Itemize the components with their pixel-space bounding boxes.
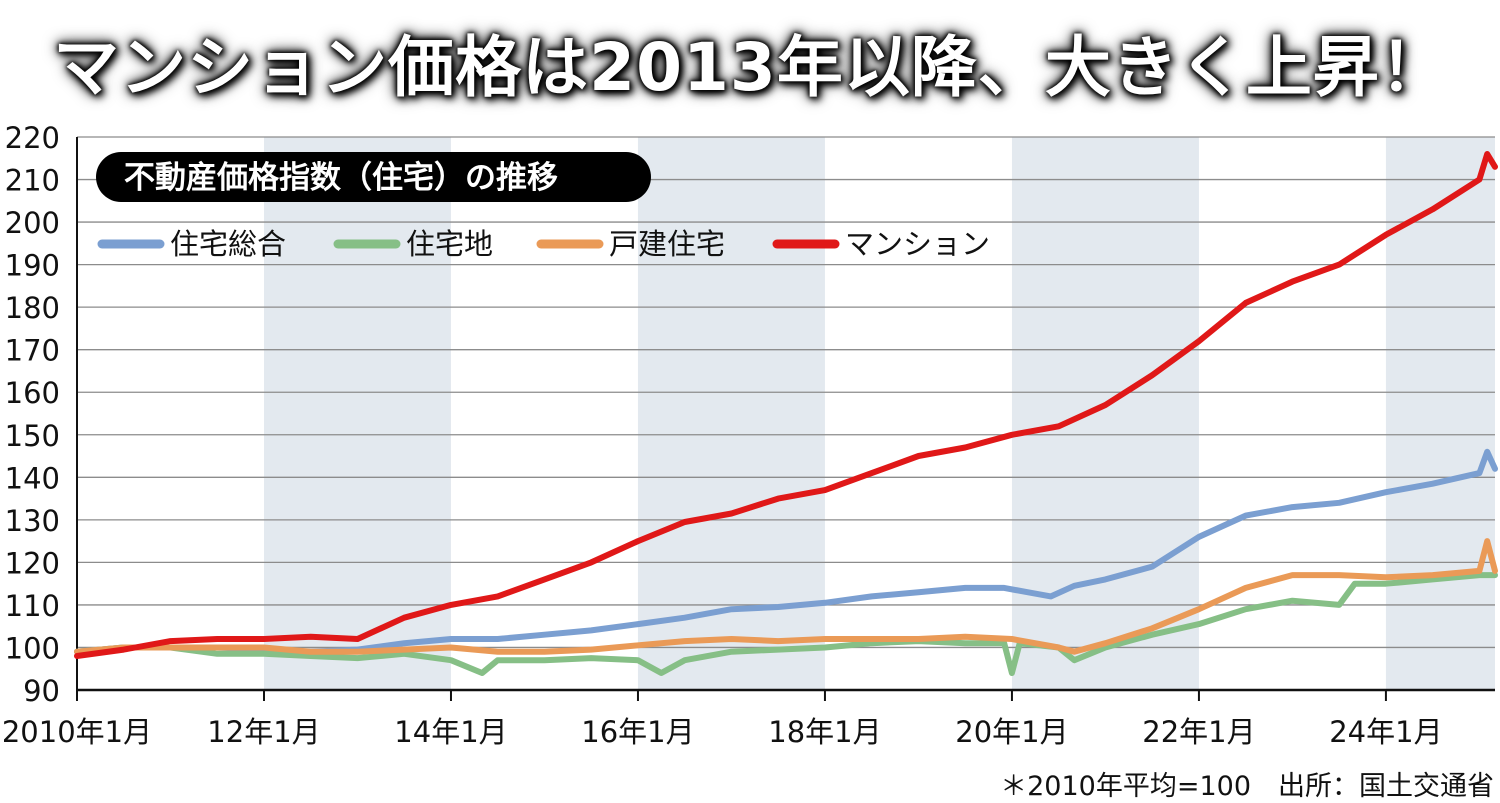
y-tick-label: 200 [5, 206, 60, 240]
series-line-3 [74, 151, 1498, 659]
legend-label-2: 戸建住宅 [609, 227, 725, 261]
subtitle-badge: 不動産価格指数（住宅）の推移 [96, 152, 651, 202]
x-tick-label: 2010年1月 [2, 715, 152, 749]
plot-area [74, 151, 1498, 676]
series-line-1 [74, 572, 1498, 676]
x-tick-label: 16年1月 [581, 715, 694, 749]
shaded-band-2 [1011, 137, 1199, 690]
y-tick-label: 90 [23, 674, 60, 708]
shaded-bands [263, 137, 1495, 690]
shaded-band-0 [263, 137, 451, 690]
x-tick-label: 24年1月 [1329, 715, 1442, 749]
x-tick-label: 18年1月 [768, 715, 881, 749]
y-tick-label: 160 [5, 376, 60, 410]
x-tick-label: 14年1月 [394, 715, 507, 749]
y-tick-label: 100 [5, 631, 60, 665]
series-line-2 [74, 538, 1498, 655]
y-tick-label: 190 [5, 249, 60, 283]
legend-label-1: 住宅地 [406, 227, 493, 261]
legend-label-3: マンション [845, 227, 990, 261]
x-tick-label: 22年1月 [1142, 715, 1255, 749]
subtitle-badge-background [96, 152, 651, 202]
footnote: ＊2010年平均=100 出所：国土交通省 [1000, 771, 1494, 802]
y-tick-label: 140 [5, 461, 60, 495]
shaded-band-3 [1385, 137, 1495, 690]
y-tick-label: 170 [5, 334, 60, 368]
y-tick-label: 130 [5, 504, 60, 538]
y-tick-label: 220 [5, 121, 60, 155]
x-axis: 2010年1月 12年1月 14年1月 16年1月 18年1月 20年1月 22年1月 24年… [2, 137, 1495, 749]
y-tick-label: 180 [5, 291, 60, 325]
x-tick-label: 20年1月 [955, 715, 1068, 749]
shaded-band-1 [637, 137, 825, 690]
page-title: マンション価格は2013年以降、大きく上昇！ [53, 29, 1447, 106]
chart-subtitle: 不動産価格指数（住宅）の推移 [124, 160, 558, 196]
y-tick-label: 120 [5, 546, 60, 580]
legend-label-0: 住宅総合 [170, 227, 286, 261]
y-tick-label: 150 [5, 419, 60, 453]
y-tick-label: 210 [5, 164, 60, 198]
y-tick-label: 110 [5, 589, 60, 623]
legend: 住宅総合 住宅地 戸建住宅 マンション [97, 227, 990, 261]
y-axis: 90 100 110 120 130 140 150 160 170 180 190 200 210 22… [5, 121, 60, 708]
x-tick-label: 12年1月 [207, 715, 320, 749]
